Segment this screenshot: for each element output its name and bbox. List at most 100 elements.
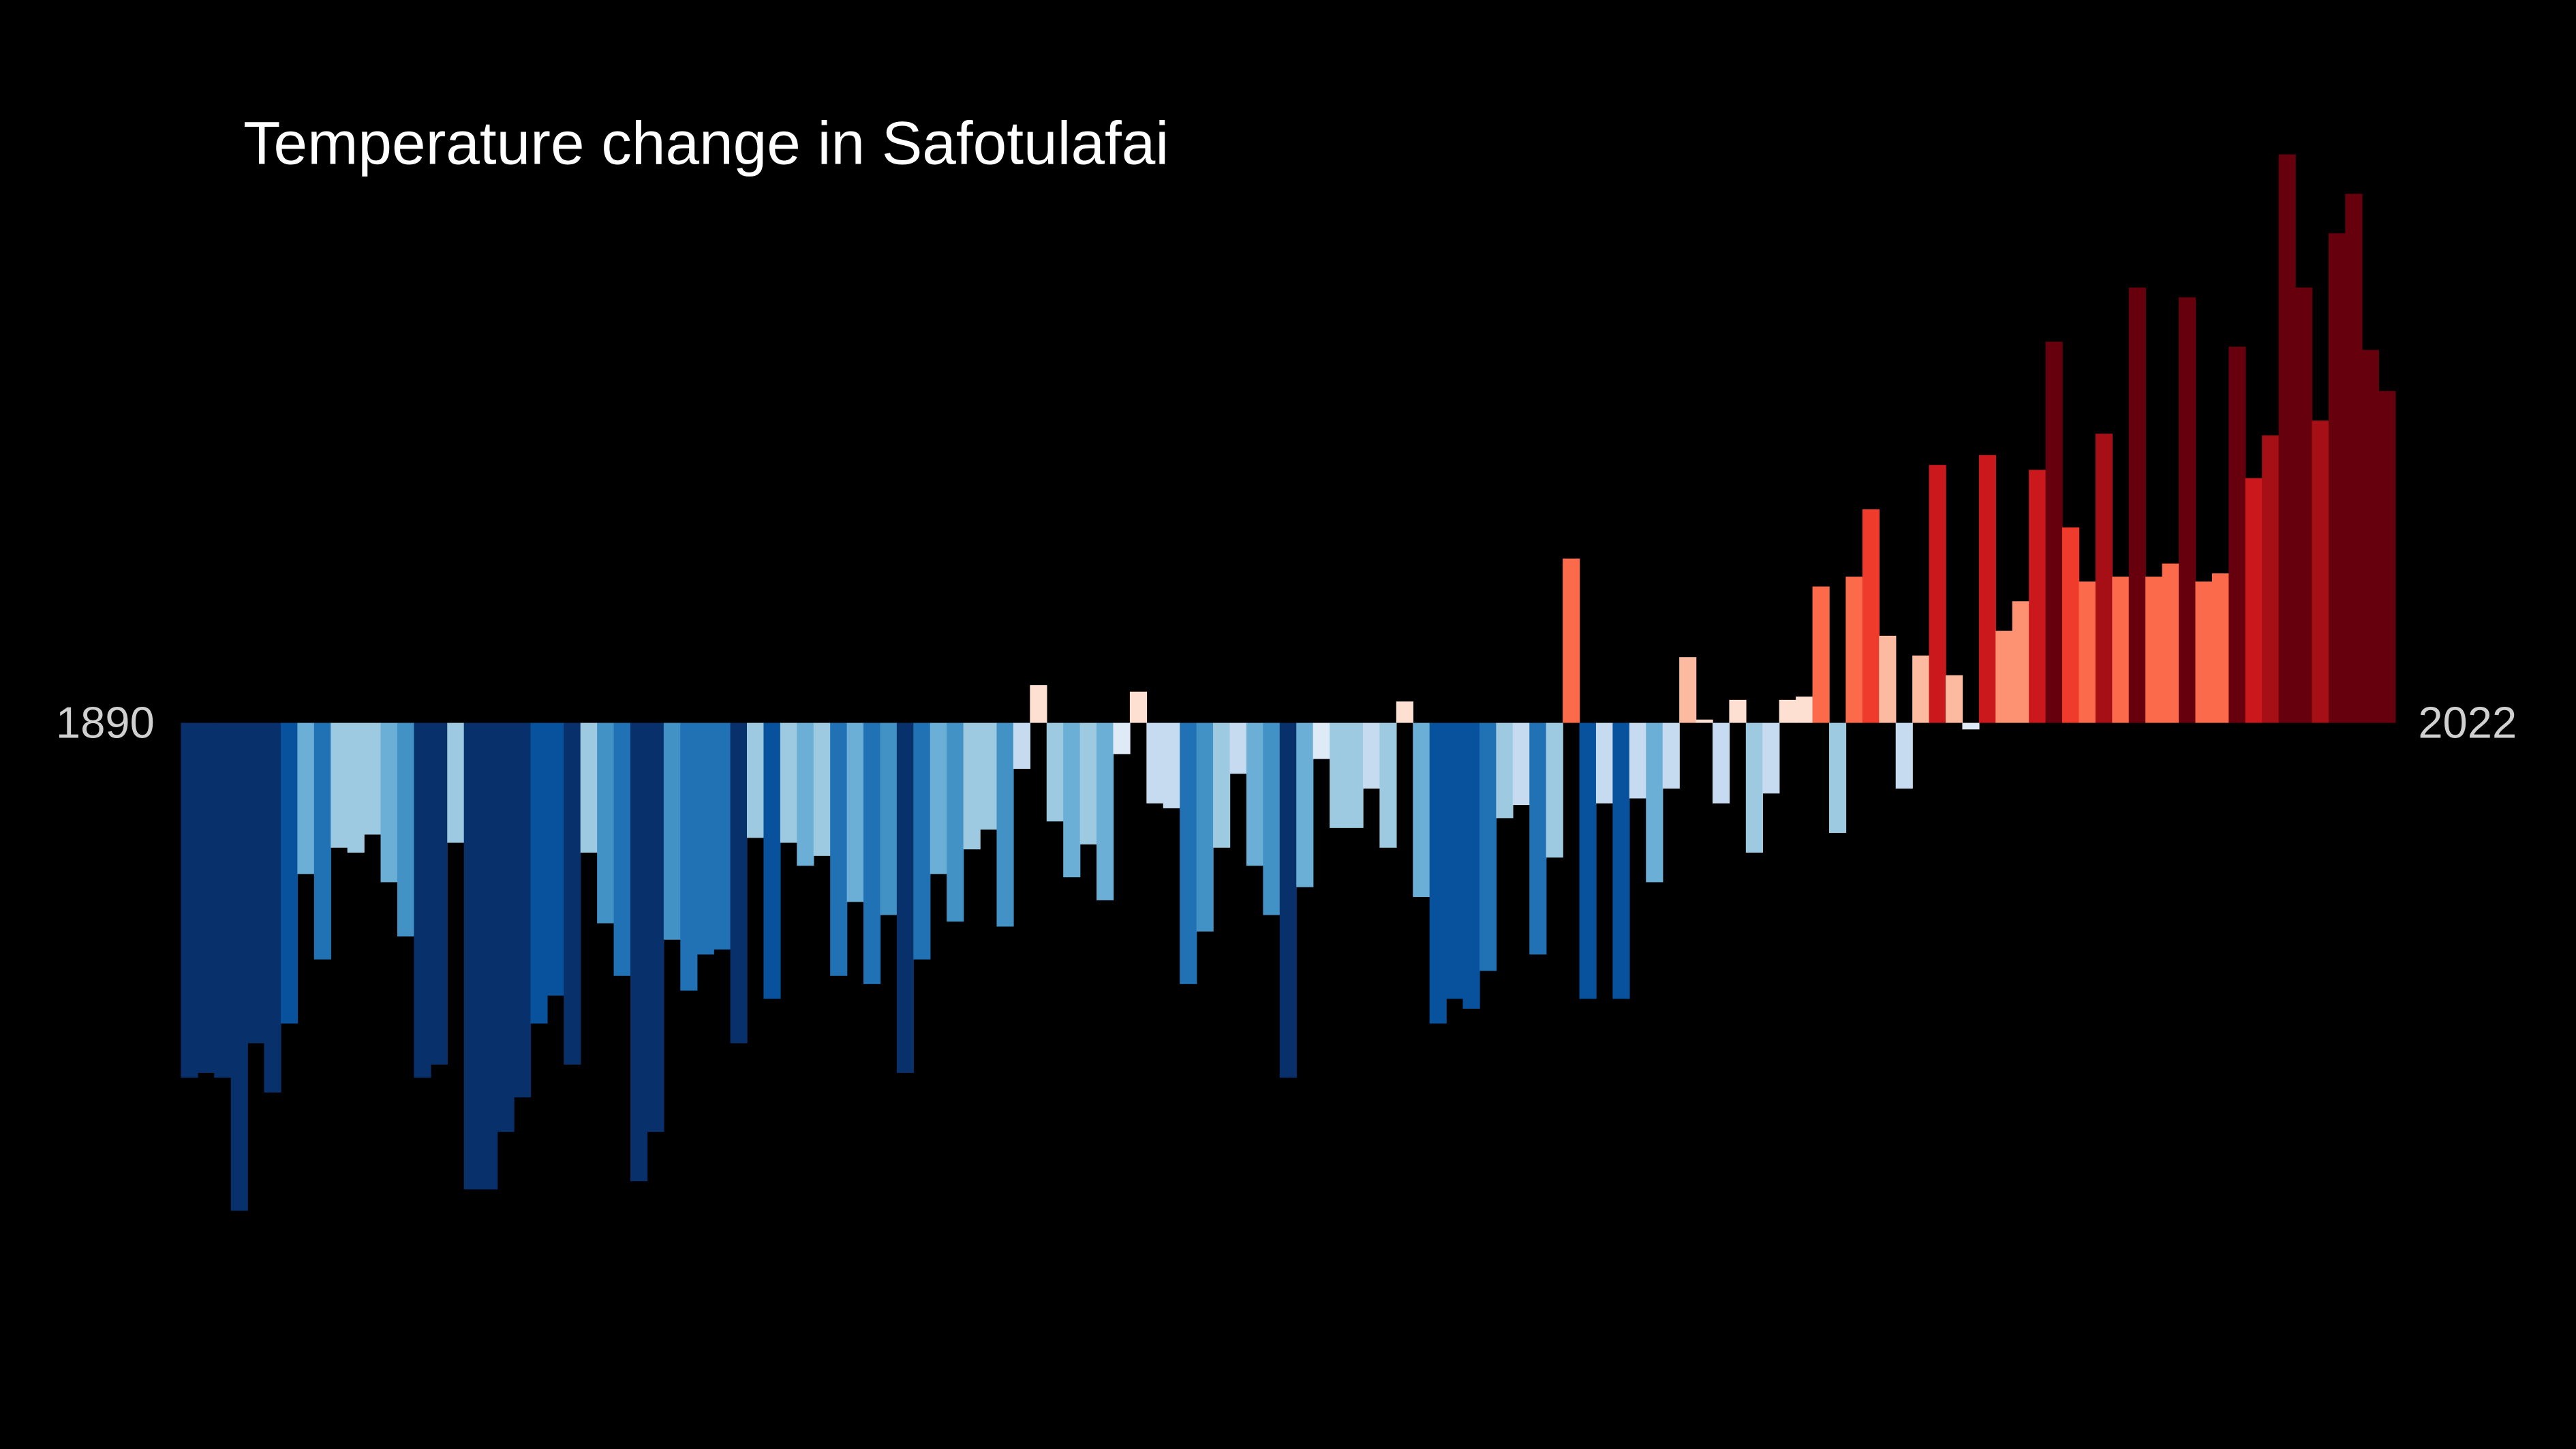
- bar: [780, 722, 798, 843]
- bar: [530, 722, 548, 1024]
- bar: [2145, 577, 2163, 723]
- bar: [2079, 581, 2096, 723]
- bar: [1995, 630, 2013, 723]
- bar: [1462, 722, 1480, 1009]
- bar: [1379, 722, 1397, 848]
- bar: [980, 722, 998, 830]
- bar: [1362, 722, 1381, 789]
- bar: [1679, 657, 1697, 723]
- bar: [2278, 154, 2296, 723]
- chart-title: Temperature change in Safotulafai: [243, 109, 1169, 177]
- bar: [1612, 722, 1630, 999]
- bar: [1646, 722, 1663, 883]
- bar: [2228, 346, 2246, 723]
- bar: [347, 722, 365, 853]
- bar: [1246, 722, 1264, 866]
- bar: [1196, 722, 1214, 932]
- bar: [1696, 719, 1713, 723]
- bar: [1330, 722, 1347, 828]
- bar: [1479, 722, 1497, 971]
- bar: [1129, 691, 1148, 723]
- bar: [896, 722, 915, 1073]
- bar: [1546, 722, 1563, 858]
- bar: [1512, 722, 1530, 806]
- bar: [1845, 577, 1863, 723]
- bar: [331, 722, 348, 848]
- bar: [1229, 722, 1247, 774]
- bar: [580, 722, 598, 853]
- bar: [1895, 722, 1913, 789]
- bar: [430, 722, 448, 1065]
- bar: [2012, 601, 2029, 723]
- bar: [1413, 722, 1430, 898]
- bar: [1279, 722, 1297, 1078]
- bar: [1812, 586, 1830, 723]
- bar: [1662, 722, 1680, 789]
- bar: [846, 722, 864, 902]
- bar: [597, 722, 615, 924]
- bar: [630, 722, 648, 1182]
- bar: [197, 722, 215, 1073]
- bar: [547, 722, 564, 996]
- bar: [2378, 391, 2396, 723]
- bar: [1862, 509, 1880, 723]
- bar: [880, 722, 898, 915]
- bar: [1097, 722, 1114, 900]
- x-tick-label: 2022: [2418, 698, 2517, 748]
- bar: [1729, 699, 1747, 723]
- bar: [1446, 722, 1464, 999]
- bar: [1313, 722, 1330, 759]
- bar: [1579, 722, 1597, 999]
- bar: [1595, 722, 1614, 804]
- bar: [2162, 563, 2179, 723]
- bar: [663, 722, 681, 940]
- bar: [696, 722, 714, 955]
- bar: [1213, 722, 1231, 848]
- bar: [2312, 421, 2329, 723]
- bar: [797, 722, 814, 866]
- bar: [1529, 722, 1547, 955]
- bar: [414, 722, 431, 1078]
- bar: [947, 722, 964, 922]
- bar: [1030, 685, 1047, 723]
- bar: [1879, 635, 1897, 723]
- bar: [963, 722, 981, 850]
- bar: [564, 722, 581, 1065]
- bar: [1762, 722, 1780, 794]
- bar: [247, 722, 265, 1043]
- bar: [1146, 722, 1164, 804]
- bar: [1163, 722, 1180, 808]
- bar: [1978, 455, 1997, 723]
- bar: [1079, 722, 1097, 844]
- bar: [1745, 722, 1763, 853]
- bar: [2295, 287, 2313, 723]
- bar: [2195, 581, 2213, 723]
- bar: [747, 722, 765, 838]
- bar: [2361, 350, 2379, 723]
- bar: [730, 722, 748, 1043]
- bar: [1496, 722, 1514, 819]
- bar: [2345, 194, 2363, 723]
- bar: [1063, 722, 1081, 878]
- bar: [1929, 465, 1946, 723]
- bar: [1013, 722, 1031, 769]
- bar: [680, 722, 698, 991]
- bar: [813, 722, 831, 856]
- bar: [2062, 527, 2080, 723]
- bar: [1563, 558, 1580, 723]
- bar: [2128, 287, 2146, 723]
- bar: [1779, 699, 1796, 723]
- bar: [2328, 233, 2346, 723]
- bar: [830, 722, 848, 976]
- bar: [1180, 722, 1197, 984]
- bar: [2262, 435, 2280, 723]
- bar: [280, 722, 298, 1024]
- bar: [2029, 470, 2046, 723]
- bar: [1296, 722, 1314, 887]
- bar: [447, 722, 465, 843]
- bar: [714, 722, 731, 950]
- bar: [463, 722, 481, 1190]
- bar: [497, 722, 515, 1132]
